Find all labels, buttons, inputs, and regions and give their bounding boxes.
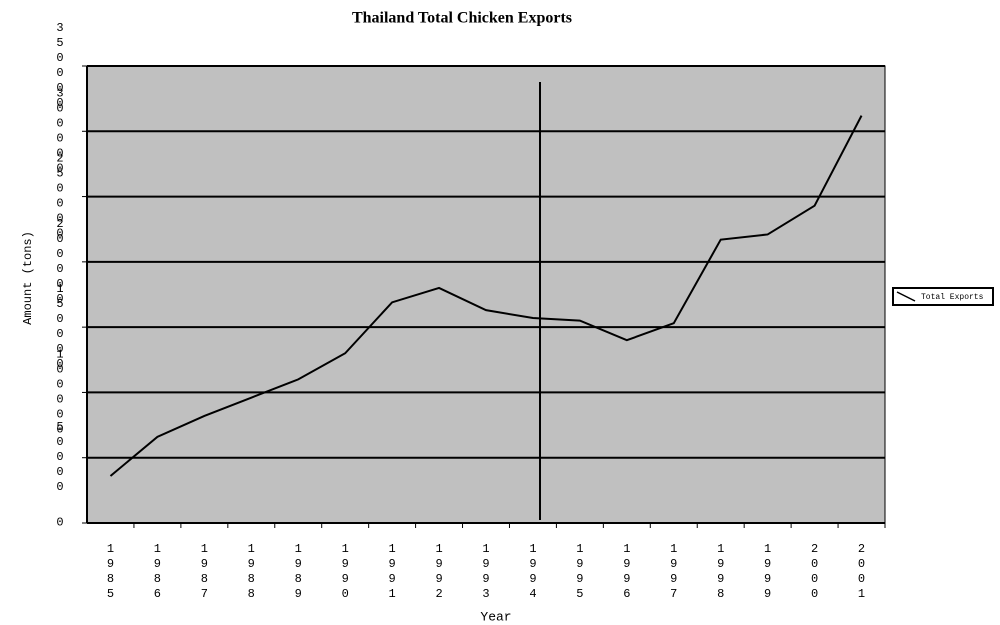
x-tick-label: 1996: [620, 542, 634, 602]
y-tick-label: 200000: [53, 217, 67, 307]
x-tick-label: 1998: [714, 542, 728, 602]
y-tick-label: 250000: [53, 152, 67, 242]
y-tick-label: 0: [53, 516, 67, 531]
plot-area: [86, 65, 886, 524]
x-tick-label: 1985: [103, 542, 117, 602]
x-tick-label: 1993: [479, 542, 493, 602]
x-tick-label: 1989: [291, 542, 305, 602]
legend-swatch: [896, 291, 916, 302]
x-tick-label: 2001: [855, 542, 869, 602]
y-axis-title: Amount (tons): [21, 231, 35, 325]
x-tick-label: 1990: [338, 542, 352, 602]
x-tick-label: 1991: [385, 542, 399, 602]
y-tick-label: 50000: [53, 420, 67, 495]
legend-box: [892, 287, 994, 306]
x-tick-label: 1986: [150, 542, 164, 602]
y-tick-label: 150000: [53, 282, 67, 372]
x-tick-label: 1994: [526, 542, 540, 602]
chart-title: Thailand Total Chicken Exports: [352, 10, 572, 27]
x-tick-label: 1997: [667, 542, 681, 602]
x-tick-label: 1995: [573, 542, 587, 602]
line-series: [109, 115, 863, 477]
x-tick-label: 1987: [197, 542, 211, 602]
x-tick-label: 1988: [244, 542, 258, 602]
x-tick-label: 2000: [808, 542, 822, 602]
y-tick-label: 350000: [53, 21, 67, 111]
x-tick-label: 1999: [761, 542, 775, 602]
legend-label: Total Exports: [921, 293, 984, 302]
x-axis-title: Year: [480, 609, 511, 624]
y-tick-label: 100000: [53, 347, 67, 437]
x-tick-label: 1992: [432, 542, 446, 602]
y-tick-label: 300000: [53, 86, 67, 176]
